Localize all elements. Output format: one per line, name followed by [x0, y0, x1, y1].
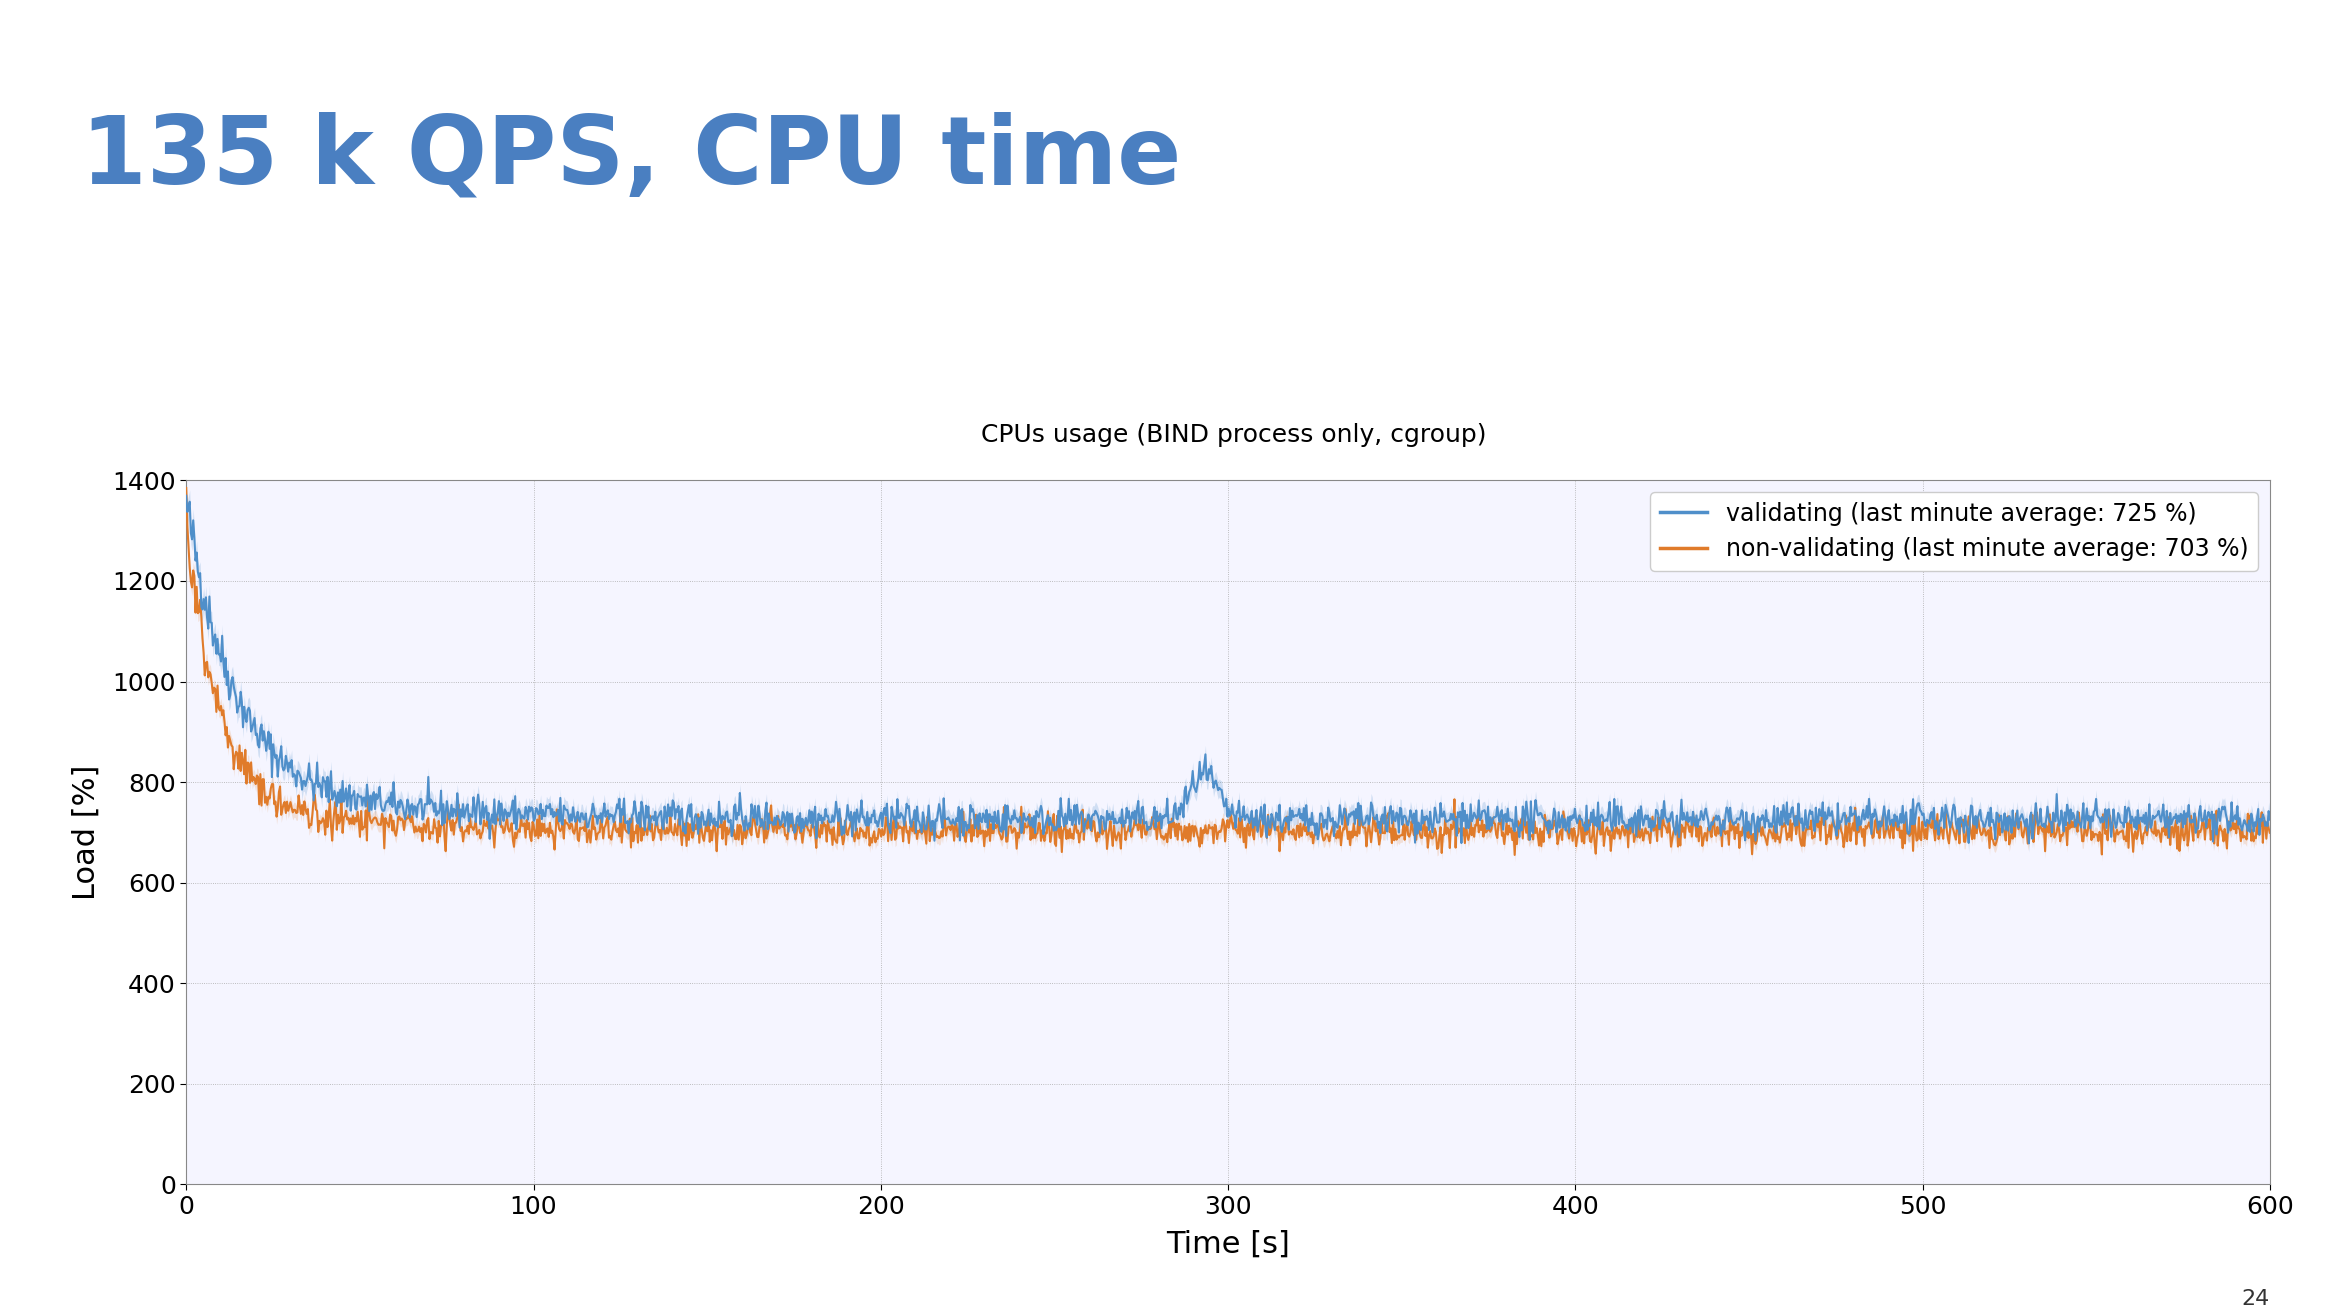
- non-validating (last minute average: 703 %): (383, 655): 703 %): (383, 655): [1502, 848, 1529, 863]
- non-validating (last minute average: 703 %): (224, 681): 703 %): (224, 681): [952, 834, 980, 850]
- validating (last minute average: 725 %): (531, 678): 725 %): (531, 678): [2016, 836, 2044, 851]
- validating (last minute average: 725 %): (410, 740): 725 %): (410, 740): [1595, 804, 1623, 820]
- validating (last minute average: 725 %): (245, 742): 725 %): (245, 742): [1022, 803, 1050, 819]
- non-validating (last minute average: 703 %): (245, 696): 703 %): (245, 696): [1022, 826, 1050, 842]
- Text: 135 k QPS, CPU time: 135 k QPS, CPU time: [81, 112, 1183, 204]
- Y-axis label: Load [%]: Load [%]: [72, 765, 100, 900]
- validating (last minute average: 725 %): (224, 720): 725 %): (224, 720): [952, 815, 980, 830]
- validating (last minute average: 725 %): (34.4, 792): 725 %): (34.4, 792): [291, 778, 319, 794]
- Text: CPUs usage (BIND process only, cgroup): CPUs usage (BIND process only, cgroup): [980, 424, 1488, 447]
- non-validating (last minute average: 703 %): (34.4, 746): 703 %): (34.4, 746): [291, 801, 319, 817]
- X-axis label: Time [s]: Time [s]: [1166, 1230, 1290, 1259]
- non-validating (last minute average: 703 %): (248, 698): 703 %): (248, 698): [1034, 825, 1062, 841]
- Line: validating (last minute average: 725 %): validating (last minute average: 725 %): [186, 496, 2270, 844]
- non-validating (last minute average: 703 %): (0, 1.38e+03): 703 %): (0, 1.38e+03): [172, 480, 200, 496]
- Text: 24: 24: [2242, 1290, 2270, 1309]
- validating (last minute average: 725 %): (248, 726): 725 %): (248, 726): [1034, 811, 1062, 826]
- validating (last minute average: 725 %): (128, 720): 725 %): (128, 720): [617, 815, 645, 830]
- validating (last minute average: 725 %): (600, 725): 725 %): (600, 725): [2256, 812, 2284, 828]
- non-validating (last minute average: 703 %): (128, 670): 703 %): (128, 670): [617, 840, 645, 855]
- non-validating (last minute average: 703 %): (410, 704): 703 %): (410, 704): [1595, 822, 1623, 838]
- validating (last minute average: 725 %): (0, 1.37e+03): 725 %): (0, 1.37e+03): [172, 488, 200, 504]
- Legend: validating (last minute average: 725 %), non-validating (last minute average: 70: validating (last minute average: 725 %),…: [1651, 492, 2258, 571]
- non-validating (last minute average: 703 %): (600, 699): 703 %): (600, 699): [2256, 825, 2284, 841]
- Line: non-validating (last minute average: 703 %): non-validating (last minute average: 703…: [186, 488, 2270, 855]
